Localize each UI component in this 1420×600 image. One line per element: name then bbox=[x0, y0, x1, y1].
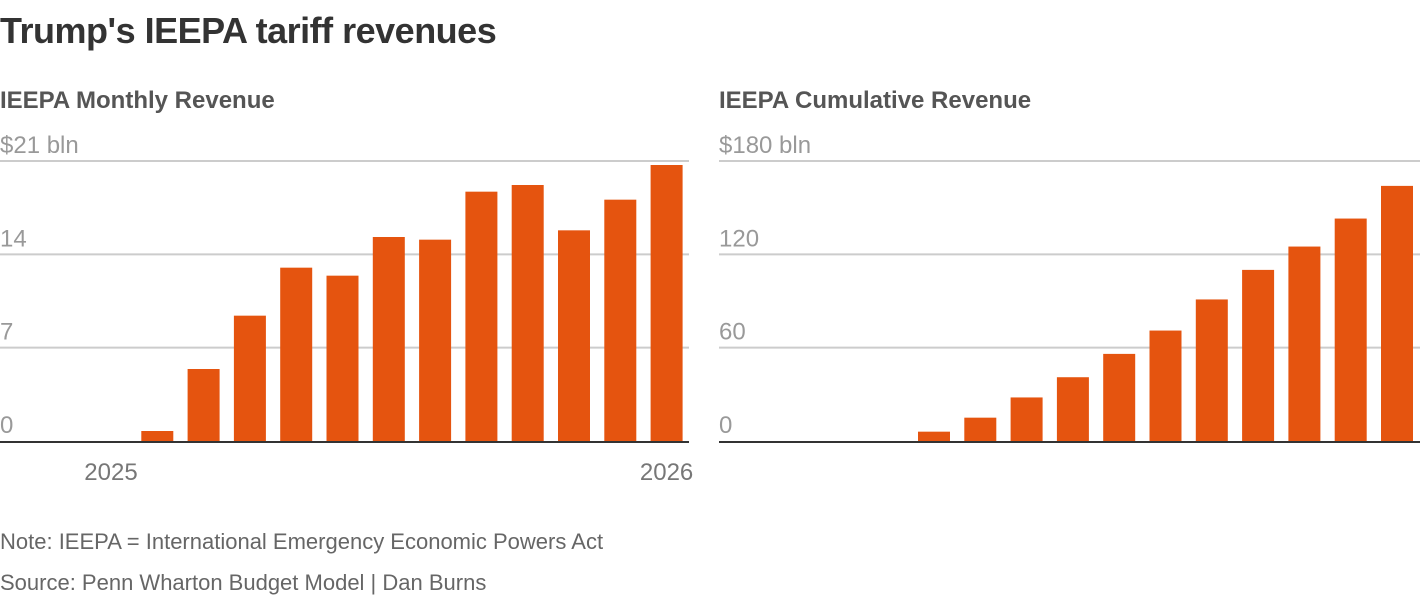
chart-title: Trump's IEEPA tariff revenues bbox=[0, 10, 497, 51]
bar bbox=[233, 315, 266, 441]
bar bbox=[1381, 185, 1413, 441]
y-tick-label: 60 bbox=[719, 319, 746, 346]
left-chart-title: IEEPA Monthly Revenue bbox=[0, 87, 275, 114]
x-tick-label: 2026 bbox=[640, 459, 693, 486]
bar bbox=[419, 239, 452, 441]
y-tick-label: 0 bbox=[0, 412, 13, 439]
bar bbox=[465, 191, 498, 441]
bar bbox=[1103, 353, 1136, 441]
y-tick-label: $180 bln bbox=[719, 132, 811, 159]
bar bbox=[1056, 377, 1089, 441]
bar bbox=[918, 431, 950, 441]
bar bbox=[604, 199, 637, 441]
bar bbox=[280, 267, 313, 441]
bar bbox=[964, 417, 997, 441]
bar bbox=[1195, 299, 1228, 441]
source: Source: Penn Wharton Budget Model | Dan … bbox=[0, 570, 487, 595]
bar bbox=[1149, 330, 1182, 441]
bar bbox=[558, 230, 590, 441]
bar bbox=[372, 237, 405, 441]
bar bbox=[187, 369, 220, 441]
bar bbox=[1288, 246, 1321, 441]
right-chart-title: IEEPA Cumulative Revenue bbox=[719, 87, 1032, 114]
y-tick-label: 120 bbox=[719, 225, 759, 252]
bar bbox=[650, 165, 683, 441]
bar bbox=[511, 185, 544, 441]
bar bbox=[1334, 218, 1367, 441]
y-tick-label: 14 bbox=[0, 225, 27, 252]
x-tick-label: 2025 bbox=[84, 459, 137, 486]
note: Note: IEEPA = International Emergency Ec… bbox=[0, 529, 604, 554]
bar bbox=[1010, 397, 1043, 441]
bar bbox=[141, 431, 174, 441]
y-tick-label: 0 bbox=[719, 412, 732, 439]
y-tick-label: $21 bln bbox=[0, 132, 79, 159]
y-tick-label: 7 bbox=[0, 319, 13, 346]
bar bbox=[326, 275, 359, 441]
bar bbox=[1242, 269, 1275, 441]
